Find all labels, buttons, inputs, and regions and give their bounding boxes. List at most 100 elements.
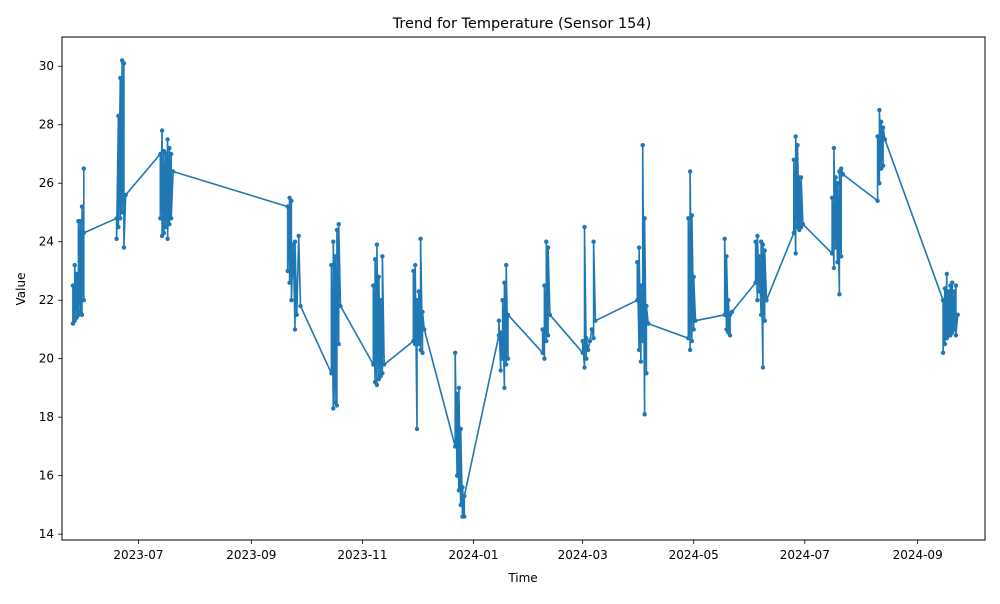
x-tick-label: 2024-05 xyxy=(669,548,719,562)
data-point xyxy=(380,254,385,259)
x-tick-label: 2024-07 xyxy=(780,548,830,562)
data-point xyxy=(691,274,696,279)
data-point xyxy=(285,268,290,274)
data-point xyxy=(762,248,767,253)
data-point xyxy=(418,236,423,241)
data-point xyxy=(582,365,587,370)
data-point xyxy=(116,113,121,119)
data-point xyxy=(329,371,334,376)
y-tick-label: 30 xyxy=(39,59,54,73)
data-point xyxy=(753,280,758,285)
data-point xyxy=(287,280,292,285)
y-tick-label: 14 xyxy=(39,527,54,541)
data-point xyxy=(831,265,837,271)
data-point xyxy=(686,336,691,341)
data-point xyxy=(159,128,165,133)
data-point xyxy=(81,298,87,303)
data-point xyxy=(453,350,458,355)
data-point xyxy=(81,166,87,171)
data-point xyxy=(504,262,509,268)
data-point xyxy=(411,268,416,274)
data-point xyxy=(79,312,85,317)
data-point xyxy=(544,338,549,344)
data-point xyxy=(292,239,298,244)
data-point xyxy=(416,289,421,294)
data-point xyxy=(635,260,640,265)
data-point xyxy=(584,356,589,361)
data-point xyxy=(942,286,948,291)
data-point xyxy=(378,298,383,303)
data-point xyxy=(296,233,301,239)
data-point xyxy=(542,283,547,288)
data-point xyxy=(951,289,957,294)
data-point xyxy=(840,172,846,177)
data-point xyxy=(458,502,463,508)
data-point xyxy=(502,385,507,391)
data-point xyxy=(833,245,838,250)
data-point xyxy=(334,227,340,233)
x-tick-label: 2023-07 xyxy=(113,548,163,562)
data-point xyxy=(374,242,380,247)
data-point xyxy=(338,303,343,309)
data-point xyxy=(689,338,695,344)
chart-title: Trend for Temperature (Sensor 154) xyxy=(392,16,652,32)
data-point xyxy=(795,143,800,148)
data-point xyxy=(72,262,77,268)
data-point xyxy=(729,309,735,315)
data-point xyxy=(298,303,303,309)
data-point xyxy=(835,181,840,186)
data-point xyxy=(693,318,698,323)
data-point xyxy=(831,145,837,151)
data-point xyxy=(456,488,462,493)
data-point xyxy=(940,350,946,355)
data-point xyxy=(453,444,458,449)
data-point xyxy=(580,338,585,344)
series-line xyxy=(72,59,959,518)
data-point xyxy=(74,271,79,277)
data-point xyxy=(167,145,172,151)
data-point xyxy=(644,371,649,376)
data-point xyxy=(642,216,647,221)
data-point xyxy=(81,230,87,236)
data-point xyxy=(640,143,645,148)
y-tick-label: 26 xyxy=(39,176,54,190)
data-point xyxy=(582,224,587,230)
data-point xyxy=(332,254,338,259)
y-tick-label: 18 xyxy=(39,410,54,424)
data-point xyxy=(686,216,691,221)
data-point xyxy=(336,222,341,227)
data-point xyxy=(753,239,758,244)
data-point xyxy=(456,385,462,391)
data-point xyxy=(687,347,693,353)
x-tick-label: 2024-09 xyxy=(893,548,943,562)
data-point xyxy=(635,298,640,303)
data-point xyxy=(800,222,806,227)
data-point xyxy=(833,175,838,180)
data-point xyxy=(585,347,591,353)
data-point xyxy=(118,216,123,221)
data-point xyxy=(540,350,545,355)
data-point xyxy=(687,169,693,174)
data-point xyxy=(942,341,948,347)
data-point xyxy=(757,254,762,259)
y-tick-label: 16 xyxy=(39,469,54,483)
data-point xyxy=(593,318,598,323)
data-point xyxy=(371,362,376,367)
data-point xyxy=(764,298,769,303)
data-point xyxy=(542,356,547,361)
data-point xyxy=(755,233,760,239)
data-point xyxy=(163,224,168,230)
data-point xyxy=(591,336,596,341)
data-point xyxy=(376,274,381,279)
data-point xyxy=(382,362,387,367)
y-axis-label: Value xyxy=(14,273,28,306)
data-point xyxy=(504,362,509,367)
data-point xyxy=(951,327,957,332)
y-tick-label: 22 xyxy=(39,293,54,307)
data-point xyxy=(636,245,642,250)
data-point xyxy=(587,338,593,344)
data-point xyxy=(114,236,119,241)
data-point xyxy=(505,356,511,361)
